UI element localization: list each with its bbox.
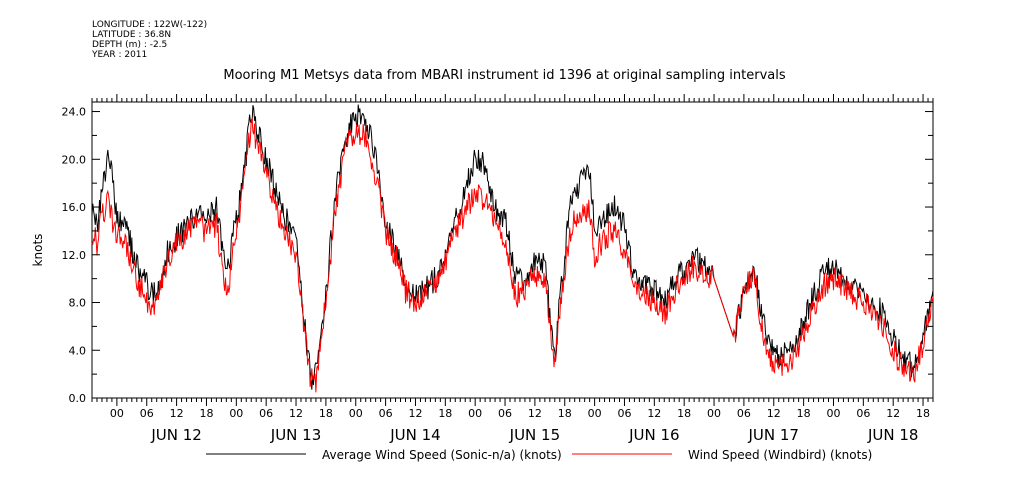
x-tick-label: 12 (408, 407, 422, 420)
x-day-label: JUN 18 (867, 426, 918, 444)
y-axis-title: knots (31, 234, 45, 267)
x-tick-label: 18 (558, 407, 572, 420)
x-day-label: JUN 16 (628, 426, 679, 444)
series-layer (91, 104, 934, 393)
y-tick-label: 8.0 (69, 297, 87, 310)
x-day-label: JUN 17 (748, 426, 799, 444)
x-day-label: JUN 15 (509, 426, 560, 444)
y-tick-label: 4.0 (69, 344, 87, 357)
x-tick-label: 12 (886, 407, 900, 420)
x-tick-label: 12 (647, 407, 661, 420)
plot-frame (91, 101, 934, 399)
x-tick-label: 00 (229, 407, 243, 420)
axis-layer: 0.0 4.0 8.0 12.0 16.0 20.0 24.0 knots 00 06 12 18 00… (31, 94, 934, 444)
x-tick-label: 00 (826, 407, 840, 420)
x-tick-label: 18 (797, 407, 811, 420)
y-tick-label: 0.0 (69, 392, 87, 405)
x-tick-label: 18 (319, 407, 333, 420)
x-tick-label: 06 (259, 407, 273, 420)
x-tick-label: 06 (856, 407, 870, 420)
x-tick-label: 12 (289, 407, 303, 420)
x-tick-label: 12 (170, 407, 184, 420)
x-tick-label: 00 (110, 407, 124, 420)
x-tick-label: 00 (349, 407, 363, 420)
x-tick-label: 06 (379, 407, 393, 420)
y-tick-label: 12.0 (62, 249, 87, 262)
y-tick-label: 20.0 (62, 153, 87, 166)
x-tick-label: 18 (916, 407, 930, 420)
latitude-label: LATITUDE : 36.8N (92, 30, 172, 40)
x-tick-label: 00 (468, 407, 482, 420)
x-tick-label: 06 (617, 407, 631, 420)
x-tick-label: 18 (438, 407, 452, 420)
x-day-label: JUN 13 (270, 426, 321, 444)
legend-label-windbird: Wind Speed (Windbird) (knots) (688, 448, 872, 462)
series-line-sonic (91, 104, 934, 390)
year-label: YEAR : 2011 (92, 50, 148, 60)
y-tick-label: 24.0 (62, 106, 87, 119)
x-tick-label: 00 (588, 407, 602, 420)
depth-label: DEPTH (m) : -2.5 (92, 40, 168, 50)
x-tick-label: 12 (767, 407, 781, 420)
longitude-label: LONGITUDE : 122W(-122) (92, 20, 208, 30)
x-tick-label: 12 (528, 407, 542, 420)
plot-border (91, 101, 934, 399)
chart-title: Mooring M1 Metsys data from MBARI instru… (223, 68, 786, 83)
x-tick-label: 00 (707, 407, 721, 420)
metadata-block: LONGITUDE : 122W(-122) LATITUDE : 36.8N … (92, 20, 207, 60)
x-day-label: JUN 14 (389, 426, 440, 444)
legend: Average Wind Speed (Sonic-n/a) (knots) Wi… (206, 448, 872, 462)
x-tick-label: 18 (677, 407, 691, 420)
x-day-label: JUN 12 (150, 426, 201, 444)
y-tick-label: 16.0 (62, 201, 87, 214)
x-tick-label: 06 (140, 407, 154, 420)
legend-label-sonic: Average Wind Speed (Sonic-n/a) (knots) (322, 448, 562, 462)
x-tick-label: 06 (498, 407, 512, 420)
series-line-windbird (91, 117, 934, 393)
x-tick-label: 06 (737, 407, 751, 420)
x-tick-label: 18 (199, 407, 213, 420)
